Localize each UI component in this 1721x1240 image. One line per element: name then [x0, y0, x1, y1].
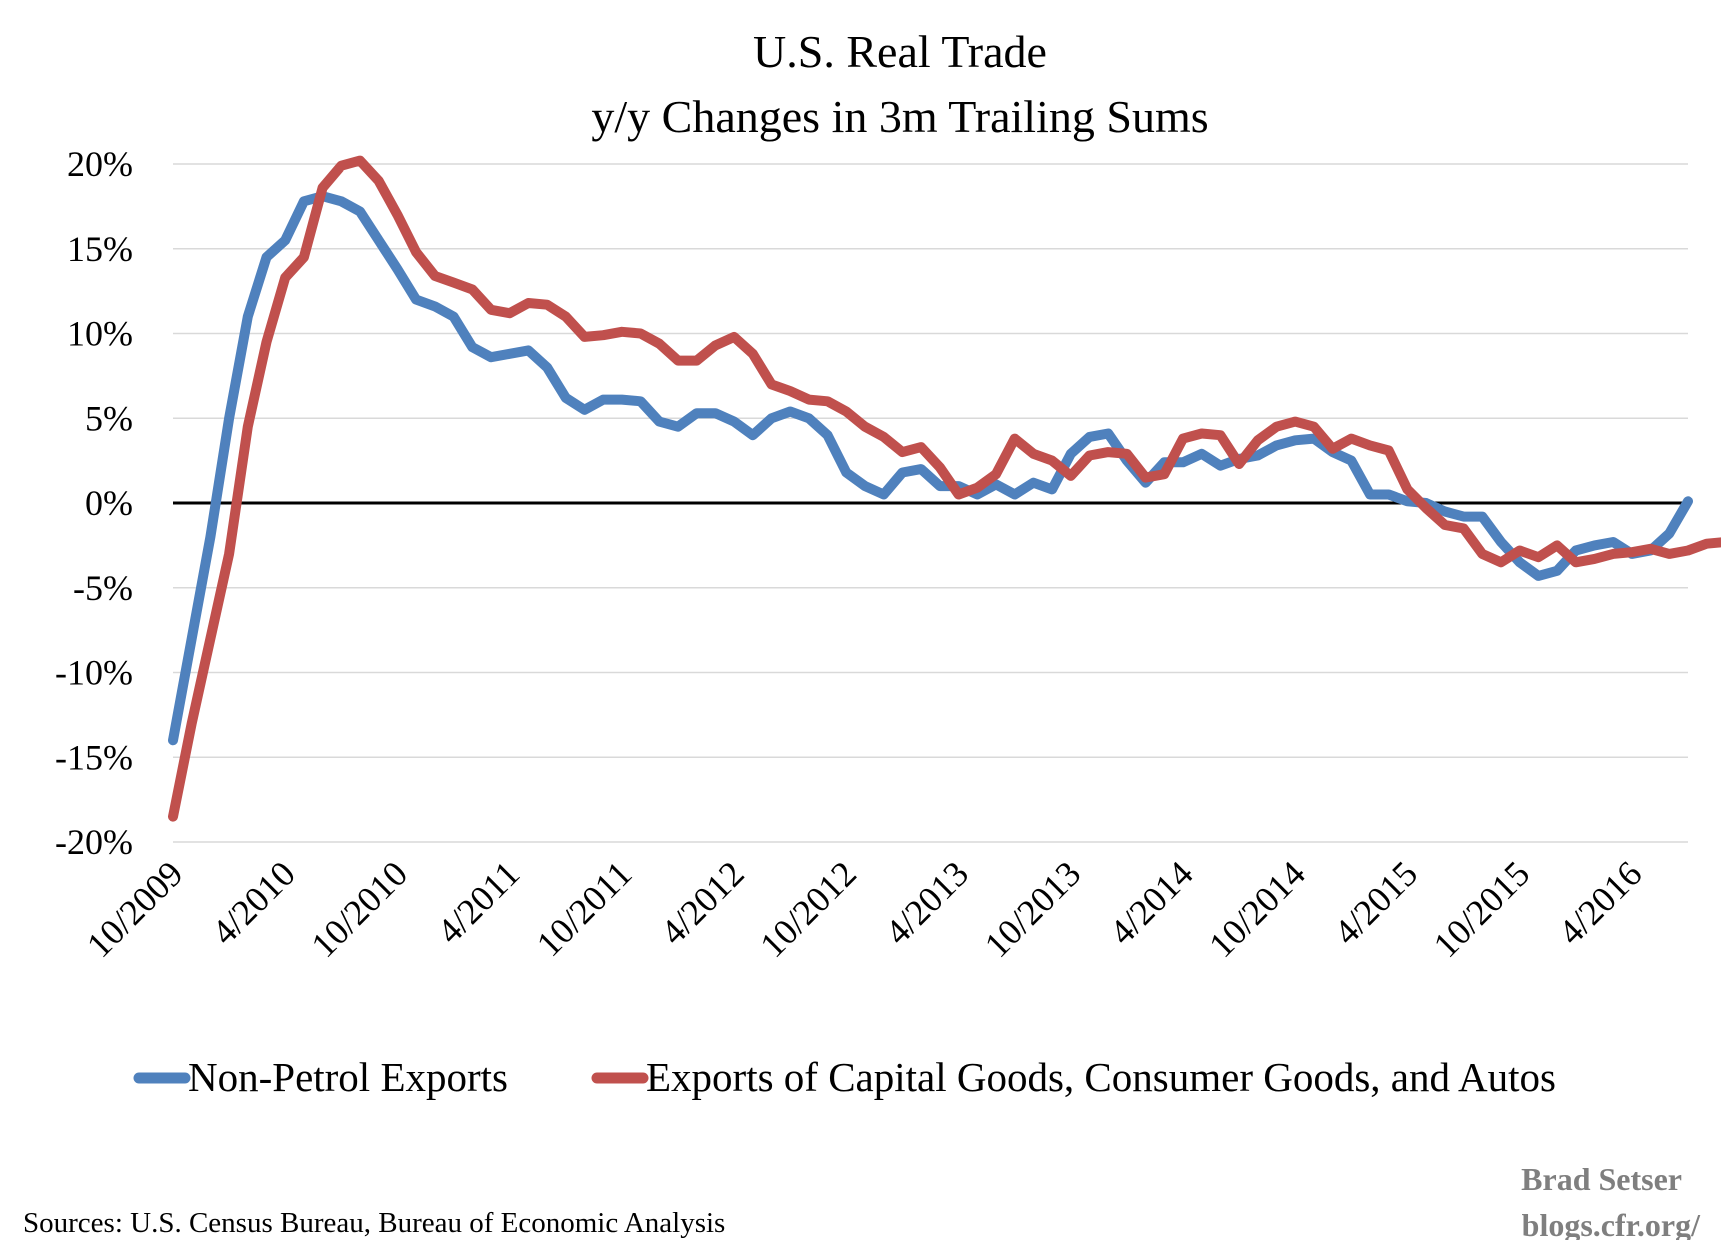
x-tick-label: 10/2010	[303, 853, 415, 965]
credit-site: blogs.cfr.org/	[1522, 1207, 1701, 1240]
legend-label-capital-consumer-autos: Exports of Capital Goods, Consumer Goods…	[646, 1054, 1556, 1100]
gridlines	[173, 163, 1688, 843]
y-axis-ticks: 20% 15% 10% 5% 0% -5% -10% -15% -20%	[55, 144, 133, 862]
legend-label-non-petrol-exports: Non-Petrol Exports	[188, 1054, 508, 1100]
y-tick-label: -5%	[73, 568, 133, 608]
y-tick-label: 0%	[85, 483, 133, 523]
chart-title-line-2: y/y Changes in 3m Trailing Sums	[591, 91, 1208, 142]
y-tick-label: 15%	[67, 229, 133, 269]
x-tick-label: 4/2014	[1102, 853, 1201, 952]
x-tick-label: 10/2014	[1201, 853, 1313, 965]
series-lines	[168, 155, 1721, 822]
x-tick-label: 4/2012	[653, 853, 752, 952]
legend: Non-Petrol Exports Exports of Capital Go…	[133, 1054, 1556, 1100]
x-tick-label: 10/2012	[752, 853, 864, 965]
x-tick-label: 10/2015	[1426, 853, 1538, 965]
y-tick-label: -20%	[55, 822, 133, 862]
x-axis-ticks: 10/2009 4/2010 10/2010 4/2011 10/2011 4/2012 1…	[79, 853, 1650, 965]
y-tick-label: -10%	[55, 653, 133, 693]
y-tick-label: 10%	[67, 314, 133, 354]
x-tick-label: 10/2009	[79, 853, 191, 965]
x-tick-label: 10/2011	[529, 853, 640, 964]
credit-author: Brad Setser	[1521, 1161, 1682, 1197]
source-note: Sources: U.S. Census Bureau, Bureau of E…	[23, 1207, 725, 1239]
x-tick-label: 10/2013	[977, 853, 1089, 965]
x-tick-label: 4/2016	[1551, 853, 1650, 952]
x-tick-label: 4/2015	[1326, 853, 1425, 952]
chart-title-line-1: U.S. Real Trade	[753, 26, 1047, 77]
y-tick-label: 5%	[85, 398, 133, 438]
x-tick-label: 4/2013	[877, 853, 976, 952]
series-line-1	[168, 155, 1721, 822]
y-tick-label: 20%	[67, 144, 133, 184]
y-tick-label: -15%	[55, 737, 133, 777]
series-line-0	[168, 191, 1693, 746]
x-tick-label: 4/2011	[429, 853, 527, 951]
x-tick-label: 4/2010	[204, 853, 303, 952]
